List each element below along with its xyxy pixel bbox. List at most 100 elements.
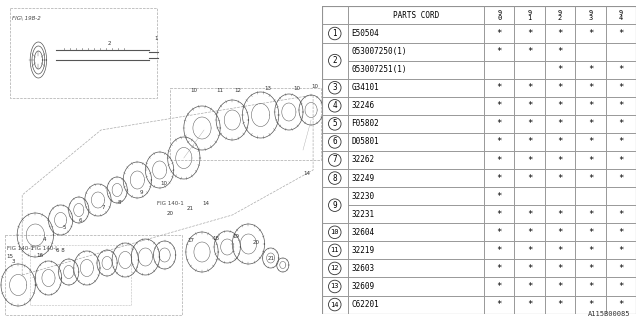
Bar xyxy=(322,79,348,97)
Bar xyxy=(515,241,545,260)
Text: 12: 12 xyxy=(330,265,339,271)
Bar xyxy=(605,60,636,79)
Text: 9
4: 9 4 xyxy=(619,10,623,21)
Text: 32231: 32231 xyxy=(351,210,374,219)
Text: *: * xyxy=(557,210,563,219)
Text: 9
0: 9 0 xyxy=(497,10,501,21)
Text: 21: 21 xyxy=(187,206,194,211)
Bar xyxy=(575,169,605,187)
Text: *: * xyxy=(588,156,593,164)
Text: 3: 3 xyxy=(12,259,15,264)
Text: *: * xyxy=(588,228,593,237)
Bar xyxy=(322,24,348,43)
Bar xyxy=(545,151,575,169)
Text: 19: 19 xyxy=(232,234,239,239)
Bar xyxy=(515,97,545,115)
Bar xyxy=(170,88,321,160)
Bar xyxy=(575,115,605,133)
Text: *: * xyxy=(618,29,623,38)
Bar xyxy=(605,24,636,43)
Bar xyxy=(605,296,636,314)
Text: *: * xyxy=(618,83,623,92)
Text: *: * xyxy=(588,83,593,92)
Text: F05802: F05802 xyxy=(351,119,379,128)
Bar xyxy=(484,296,515,314)
Text: 1: 1 xyxy=(332,29,337,38)
Text: 8: 8 xyxy=(332,173,337,183)
Bar xyxy=(575,79,605,97)
Bar xyxy=(575,97,605,115)
Bar xyxy=(515,79,545,97)
Bar xyxy=(515,223,545,241)
Bar xyxy=(348,260,484,277)
Text: *: * xyxy=(527,101,532,110)
Bar xyxy=(575,187,605,205)
Text: *: * xyxy=(497,29,502,38)
Text: *: * xyxy=(497,173,502,183)
Bar xyxy=(484,97,515,115)
Text: *: * xyxy=(497,300,502,309)
Text: 2: 2 xyxy=(332,56,337,65)
Text: *: * xyxy=(588,119,593,128)
Text: *: * xyxy=(588,173,593,183)
Text: C62201: C62201 xyxy=(351,300,379,309)
Text: *: * xyxy=(618,119,623,128)
Text: 10: 10 xyxy=(330,229,339,235)
Text: 4: 4 xyxy=(43,237,46,242)
Text: *: * xyxy=(618,156,623,164)
Text: 14: 14 xyxy=(202,201,209,206)
Bar xyxy=(515,115,545,133)
Text: 16: 16 xyxy=(36,253,44,258)
Bar xyxy=(348,205,484,223)
Bar xyxy=(484,205,515,223)
Text: FIG\ 19B-2: FIG\ 19B-2 xyxy=(12,16,41,21)
Text: FIG 140-1: FIG 140-1 xyxy=(7,246,34,251)
Bar xyxy=(575,277,605,296)
Text: *: * xyxy=(557,264,563,273)
Bar xyxy=(322,97,348,115)
Bar xyxy=(348,79,484,97)
Text: *: * xyxy=(527,47,532,56)
Bar xyxy=(484,133,515,151)
Text: 9: 9 xyxy=(140,190,143,195)
Bar xyxy=(605,6,636,24)
Text: *: * xyxy=(618,101,623,110)
Bar xyxy=(322,6,348,24)
Bar xyxy=(348,133,484,151)
Bar xyxy=(484,169,515,187)
Text: *: * xyxy=(497,264,502,273)
Bar xyxy=(348,6,484,24)
Bar xyxy=(575,6,605,24)
Text: *: * xyxy=(618,282,623,291)
Bar xyxy=(545,260,575,277)
Text: *: * xyxy=(497,101,502,110)
Bar xyxy=(322,260,348,277)
Bar xyxy=(10,8,157,98)
Text: 18: 18 xyxy=(212,236,219,241)
Text: *: * xyxy=(497,137,502,147)
Bar xyxy=(605,79,636,97)
Text: 32604: 32604 xyxy=(351,228,374,237)
Text: 6 8: 6 8 xyxy=(56,248,64,253)
Bar xyxy=(484,241,515,260)
Bar xyxy=(605,260,636,277)
Text: *: * xyxy=(588,264,593,273)
Bar xyxy=(575,205,605,223)
Bar xyxy=(545,169,575,187)
Text: *: * xyxy=(557,47,563,56)
Text: 7: 7 xyxy=(332,156,337,164)
Bar xyxy=(605,205,636,223)
Bar xyxy=(348,169,484,187)
Bar xyxy=(605,97,636,115)
Bar xyxy=(605,133,636,151)
Bar xyxy=(545,241,575,260)
Bar xyxy=(605,151,636,169)
Bar xyxy=(348,277,484,296)
Text: FIG 140-1: FIG 140-1 xyxy=(157,201,183,206)
Bar xyxy=(545,97,575,115)
Bar xyxy=(515,43,545,60)
Text: *: * xyxy=(527,156,532,164)
Text: 053007250(1): 053007250(1) xyxy=(351,47,407,56)
Text: 9
3: 9 3 xyxy=(588,10,593,21)
Bar xyxy=(484,277,515,296)
